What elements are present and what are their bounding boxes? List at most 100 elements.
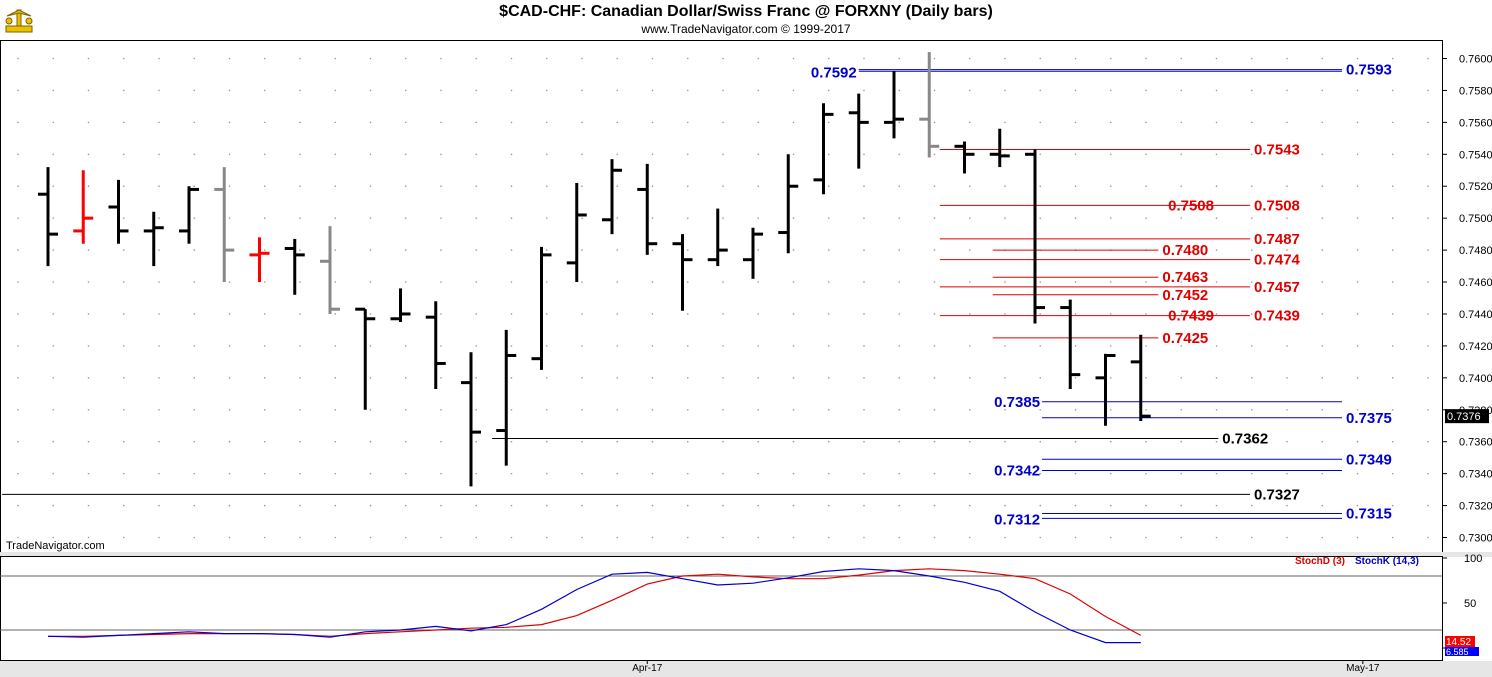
grid-dot bbox=[1286, 89, 1288, 92]
grid-dot bbox=[17, 153, 19, 156]
grid-dot bbox=[827, 89, 830, 92]
grid-dot bbox=[757, 57, 760, 60]
grid-dot bbox=[898, 536, 901, 539]
grid-dot bbox=[475, 153, 478, 156]
grid-dot bbox=[193, 345, 196, 347]
grid-dot bbox=[193, 249, 196, 251]
grid-dot bbox=[122, 313, 125, 315]
grid-dot bbox=[193, 504, 196, 507]
level-mid-label-red-7508: 0.7508 bbox=[1168, 197, 1214, 214]
grid-dot bbox=[616, 153, 619, 156]
grid-dot bbox=[263, 472, 266, 475]
grid-dot bbox=[17, 377, 19, 379]
grid-dot bbox=[1321, 89, 1324, 92]
grid-dot bbox=[898, 57, 901, 60]
grid-dot bbox=[1074, 281, 1077, 283]
grid-dot bbox=[52, 408, 55, 411]
grid-dot bbox=[334, 536, 337, 539]
grid-dot bbox=[686, 377, 689, 379]
grid-dot bbox=[933, 345, 936, 347]
grid-dot bbox=[651, 345, 654, 347]
grid-dot bbox=[510, 281, 513, 283]
grid-dot bbox=[1250, 153, 1253, 156]
grid-dot bbox=[1391, 408, 1394, 411]
grid-dot bbox=[475, 313, 478, 315]
grid-dot bbox=[863, 217, 865, 219]
grid-dot bbox=[1004, 281, 1006, 283]
grid-dot bbox=[228, 440, 231, 443]
grid-dot bbox=[1286, 57, 1288, 60]
level-mid-label-red-7439: 0.7439 bbox=[1168, 308, 1214, 325]
grid-dot bbox=[898, 217, 901, 219]
grid-dot bbox=[1391, 377, 1394, 379]
grid-dot bbox=[52, 185, 55, 188]
grid-dot bbox=[228, 472, 231, 475]
level-label-red-7425: 0.7425 bbox=[1162, 330, 1208, 347]
grid-dot bbox=[968, 472, 971, 475]
grid-dot bbox=[440, 153, 442, 156]
grid-dot bbox=[827, 504, 830, 507]
grid-dot bbox=[404, 408, 407, 411]
grid-dot bbox=[1109, 536, 1112, 539]
grid-dot bbox=[1039, 185, 1042, 188]
y-tick-label: 0.7480 bbox=[1459, 245, 1492, 257]
grid-dot bbox=[1215, 217, 1218, 219]
grid-dot bbox=[792, 217, 795, 219]
grid-dot bbox=[17, 440, 19, 443]
panel-separator bbox=[0, 552, 1492, 557]
grid-dot bbox=[440, 536, 442, 539]
grid-dot bbox=[1356, 153, 1359, 156]
grid-dot bbox=[369, 281, 372, 283]
grid-dot bbox=[581, 89, 583, 92]
grid-dot bbox=[792, 345, 795, 347]
grid-dot bbox=[440, 313, 442, 315]
grid-dot bbox=[1109, 345, 1112, 347]
grid-dot bbox=[757, 217, 760, 219]
grid-dot bbox=[440, 185, 442, 188]
grid-dot bbox=[52, 153, 55, 156]
grid-dot bbox=[1109, 313, 1112, 315]
grid-dot bbox=[827, 121, 830, 124]
grid-dot bbox=[510, 345, 513, 347]
ohlc-bar bbox=[954, 141, 975, 174]
grid-dot bbox=[369, 472, 372, 475]
grid-dot bbox=[263, 57, 266, 60]
grid-dot bbox=[933, 504, 936, 507]
grid-dot bbox=[122, 536, 125, 539]
grid-dot bbox=[792, 504, 795, 507]
grid-dot bbox=[193, 472, 196, 475]
grid-dot bbox=[1215, 440, 1218, 443]
grid-dot bbox=[510, 408, 513, 411]
grid-dot bbox=[52, 377, 55, 379]
grid-dot bbox=[440, 89, 442, 92]
grid-dot bbox=[1391, 472, 1394, 475]
grid-dot bbox=[1321, 281, 1324, 283]
grid-dot bbox=[263, 408, 266, 411]
grid-dot bbox=[686, 504, 689, 507]
grid-dot bbox=[898, 440, 901, 443]
grid-dot bbox=[968, 121, 971, 124]
grid-dot bbox=[1427, 89, 1429, 92]
grid-dot bbox=[863, 89, 865, 92]
grid-dot bbox=[616, 504, 619, 507]
grid-dot bbox=[193, 57, 196, 60]
level-second-label-blue-7593: 0.7592 bbox=[811, 64, 857, 81]
grid-dot bbox=[616, 472, 619, 475]
grid-dot bbox=[87, 89, 90, 92]
grid-dot bbox=[686, 185, 689, 188]
grid-dot bbox=[475, 440, 478, 443]
grid-dot bbox=[52, 536, 55, 539]
grid-dot bbox=[1145, 281, 1147, 283]
grid-dot bbox=[1180, 57, 1183, 60]
x-axis-strip bbox=[0, 661, 1492, 677]
grid-dot bbox=[1074, 472, 1077, 475]
grid-dot bbox=[968, 345, 971, 347]
grid-dot bbox=[757, 472, 760, 475]
grid-dot bbox=[299, 249, 301, 251]
grid-dot bbox=[404, 121, 407, 124]
grid-dot bbox=[1180, 185, 1183, 188]
grid-dot bbox=[1391, 249, 1394, 251]
grid-dot bbox=[1391, 313, 1394, 315]
level-label-black-7362: 0.7362 bbox=[1222, 431, 1268, 448]
